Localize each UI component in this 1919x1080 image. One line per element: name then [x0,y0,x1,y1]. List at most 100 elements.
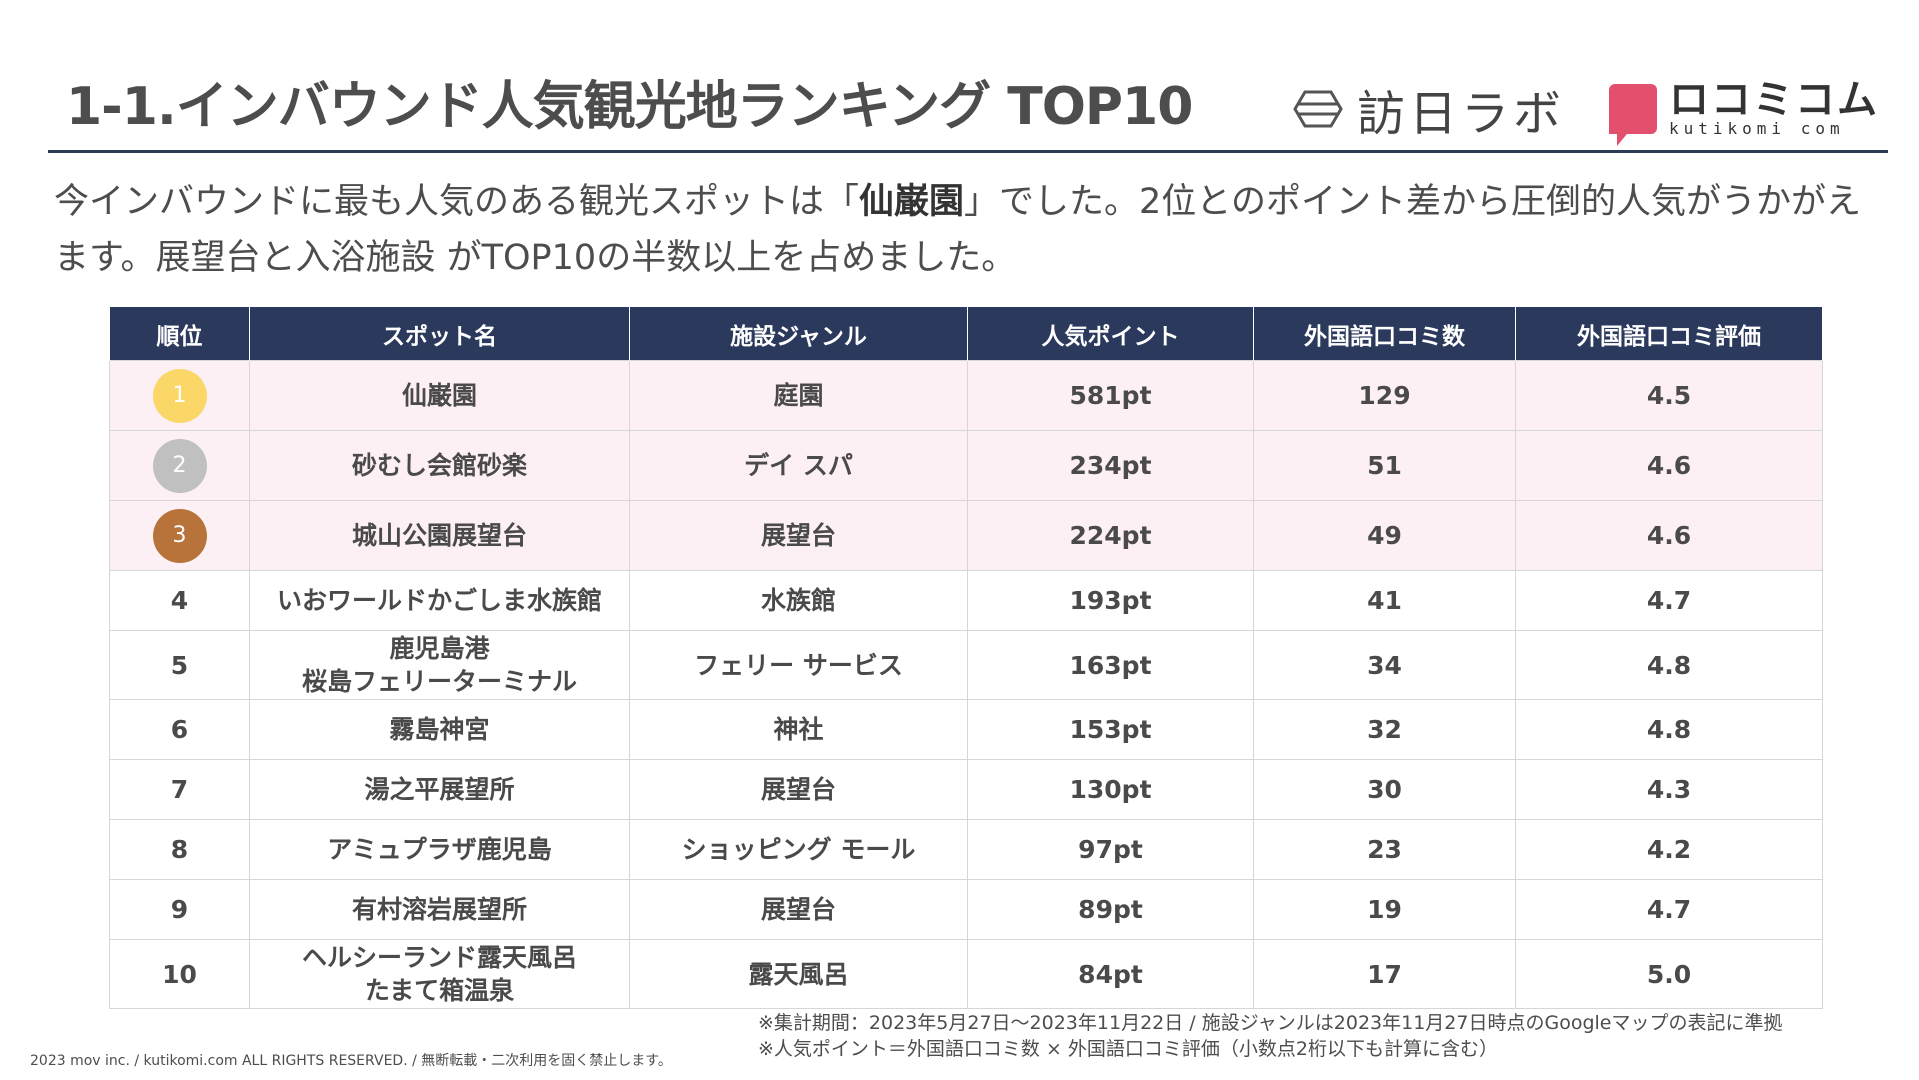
footnote-period: ※集計期間：2023年5月27日～2023年11月22日 / 施設ジャンルは20… [758,1012,1783,1034]
rating-cell: 4.6 [1515,500,1823,571]
page-title: 1-1.インバウンド人気観光地ランキング TOP10 [66,77,1193,137]
kutikomi-logo: ロコミコム kutikomi com [1609,77,1879,146]
honichi-lab-text: 訪日ラボ [1356,86,1565,142]
bronze-medal-badge: 3 [152,508,207,563]
table-header-row: 順位 スポット名 施設ジャンル 人気ポイント 外国語口コミ数 外国語口コミ評価 [109,307,1823,361]
genre-cell: 神社 [629,699,968,760]
points-cell: 234pt [967,430,1254,501]
spot-name-cell: 砂むし会館砂楽 [249,430,630,501]
table-row: 1 仙巌園 庭園 581pt 129 4.5 [109,360,1823,431]
table-row: 9 有村溶岩展望所 展望台 89pt 19 4.7 [109,879,1823,940]
table-row: 4 いおワールドかごしま水族館 水族館 193pt 41 4.7 [109,570,1823,631]
points-cell: 130pt [967,759,1254,820]
spot-name-cell: 有村溶岩展望所 [249,879,630,940]
rating-cell: 4.5 [1515,360,1823,431]
rating-cell: 4.2 [1515,819,1823,880]
points-cell: 224pt [967,500,1254,571]
description-part1: 今インバウンドに最も人気のある観光スポットは「 [54,182,860,222]
genre-cell: フェリー サービス [629,630,968,700]
points-cell: 193pt [967,570,1254,631]
honichi-lab-logo: 訪日ラボ [1293,74,1565,144]
hexagon-logo-icon [1293,90,1343,128]
rank-cell: 3 [109,500,250,571]
silver-medal-badge: 2 [152,438,207,493]
table-row: 6 霧島神宮 神社 153pt 32 4.8 [109,699,1823,760]
rank-cell: 6 [109,699,250,760]
points-cell: 153pt [967,699,1254,760]
count-cell: 30 [1253,759,1516,820]
kutikomi-logo-text: ロコミコム [1669,77,1879,123]
spot-name-cell: 城山公園展望台 [249,500,630,571]
spot-name-line1: 鹿児島港 [389,634,490,663]
description: 今インバウンドに最も人気のある観光スポットは「仙巌園」でした。2位とのポイント差… [54,174,1884,286]
genre-cell: 露天風呂 [629,939,968,1009]
description-part2: 」でした。2位とのポイント差から圧倒的人気がうかがえます。展望台と入浴施設 がT… [54,182,1861,278]
table-row: 7 湯之平展望所 展望台 130pt 30 4.3 [109,759,1823,820]
table-row: 3 城山公園展望台 展望台 224pt 49 4.6 [109,500,1823,571]
description-highlight: 仙巌園 [859,182,965,222]
header-review-count: 外国語口コミ数 [1253,307,1516,361]
table-row: 5 鹿児島港 桜島フェリーターミナル フェリー サービス 163pt 34 4.8 [109,630,1823,700]
spot-name-line2: 桜島フェリーターミナル [301,667,577,696]
spot-name-cell: 霧島神宮 [249,699,630,760]
rating-cell: 4.8 [1515,630,1823,700]
genre-cell: 庭園 [629,360,968,431]
header-rank: 順位 [109,307,250,361]
points-cell: 84pt [967,939,1254,1009]
header-review-rating: 外国語口コミ評価 [1515,307,1823,361]
count-cell: 23 [1253,819,1516,880]
points-cell: 97pt [967,819,1254,880]
spot-name-cell: 仙巌園 [249,360,630,431]
genre-cell: 展望台 [629,879,968,940]
rank-cell: 8 [109,819,250,880]
rank-cell: 1 [109,360,250,431]
title-divider [48,150,1888,153]
rating-cell: 4.3 [1515,759,1823,820]
count-cell: 49 [1253,500,1516,571]
spot-name-line1: ヘルシーランド露天風呂 [301,943,577,972]
spot-name-line2: たまて箱温泉 [364,976,515,1005]
genre-cell: 水族館 [629,570,968,631]
genre-cell: ショッピング モール [629,819,968,880]
rating-cell: 4.7 [1515,570,1823,631]
kutikomi-logo-subtext: kutikomi com [1669,119,1845,138]
count-cell: 34 [1253,630,1516,700]
gold-medal-badge: 1 [152,368,207,423]
table-row: 10 ヘルシーランド露天風呂 たまて箱温泉 露天風呂 84pt 17 5.0 [109,939,1823,1009]
copyright: 2023 mov inc. / kutikomi.com ALL RIGHTS … [30,1053,672,1069]
rating-cell: 4.8 [1515,699,1823,760]
rating-cell: 4.7 [1515,879,1823,940]
logo-group: 訪日ラボ ロコミコム kutikomi com [1293,74,1879,146]
footnote-formula: ※人気ポイント＝外国語口コミ数 × 外国語口コミ評価（小数点2桁以下も計算に含む… [758,1038,1499,1060]
count-cell: 32 [1253,699,1516,760]
count-cell: 17 [1253,939,1516,1009]
table-row: 2 砂むし会館砂楽 デイ スパ 234pt 51 4.6 [109,430,1823,501]
header-spot-name: スポット名 [249,307,630,361]
spot-name-cell: 湯之平展望所 [249,759,630,820]
speech-bubble-icon [1609,84,1657,146]
points-cell: 581pt [967,360,1254,431]
count-cell: 129 [1253,360,1516,431]
genre-cell: デイ スパ [629,430,968,501]
rank-cell: 9 [109,879,250,940]
rating-cell: 5.0 [1515,939,1823,1009]
rank-cell: 5 [109,630,250,700]
genre-cell: 展望台 [629,759,968,820]
spot-name-cell: 鹿児島港桜島フェリーターミナル [249,630,630,700]
points-cell: 89pt [967,879,1254,940]
table-row: 8 アミュプラザ鹿児島 ショッピング モール 97pt 23 4.2 [109,819,1823,880]
rank-cell: 4 [109,570,250,631]
rank-cell: 7 [109,759,250,820]
rank-cell: 2 [109,430,250,501]
rank-cell: 10 [109,939,250,1009]
genre-cell: 展望台 [629,500,968,571]
count-cell: 41 [1253,570,1516,631]
spot-name-cell: アミュプラザ鹿児島 [249,819,630,880]
count-cell: 19 [1253,879,1516,940]
footnotes: ※集計期間：2023年5月27日～2023年11月22日 / 施設ジャンルは20… [758,1010,1783,1062]
rating-cell: 4.6 [1515,430,1823,501]
count-cell: 51 [1253,430,1516,501]
spot-name-cell: ヘルシーランド露天風呂 たまて箱温泉 [249,939,630,1009]
spot-name-cell: いおワールドかごしま水族館 [249,570,630,631]
header-genre: 施設ジャンル [629,307,968,361]
